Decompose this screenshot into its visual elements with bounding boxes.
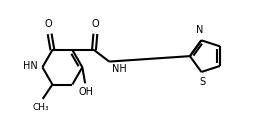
Text: CH₃: CH₃ [33,103,50,112]
Text: HN: HN [23,61,38,71]
Text: O: O [45,19,52,29]
Text: N: N [196,25,204,35]
Text: NH: NH [112,64,127,74]
Text: OH: OH [79,87,94,97]
Text: O: O [92,19,99,29]
Text: S: S [199,77,205,87]
